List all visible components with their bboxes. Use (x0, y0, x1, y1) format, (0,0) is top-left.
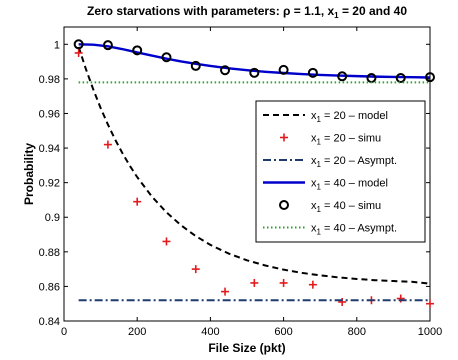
series-line (77, 46, 431, 285)
x-tick-label: 0 (61, 326, 67, 338)
legend-label: x1 = 40 – Asympt. (311, 223, 397, 237)
y-axis-label: Probability (22, 143, 36, 205)
x-tick-label: 600 (274, 326, 292, 338)
y-tick-label: 0.88 (39, 247, 60, 259)
legend-label-main: x (311, 178, 317, 190)
plus-marker (191, 265, 200, 274)
y-tick-label: 0.96 (39, 108, 60, 120)
plus-marker (162, 237, 171, 246)
legend-label-sub: 1 (317, 160, 322, 169)
legend-label-sub: 1 (317, 183, 322, 192)
ticks-layer: 0 200 400 600 800 1000 0.84 0.86 0.88 0.9 0.92 0.94… (39, 27, 442, 338)
circle-marker (220, 65, 231, 76)
circle-marker (337, 71, 348, 82)
legend-item: x1 = 20 – Asympt. (263, 155, 397, 169)
legend-label: x1 = 20 – Asympt. (311, 155, 397, 169)
circle-marker (73, 39, 84, 50)
circle-marker (249, 67, 260, 78)
legend-box (255, 100, 426, 243)
legend-item: x1 = 40 – model (263, 178, 388, 192)
legend-label: x1 = 20 – simu (311, 133, 381, 147)
plus-marker (250, 278, 259, 287)
y-tick-label: 0.98 (39, 74, 60, 86)
circle-marker (307, 67, 318, 78)
plus-marker (308, 280, 317, 289)
y-tick-label: 1 (54, 39, 60, 51)
series-layer (73, 39, 435, 308)
circle-marker (190, 60, 201, 71)
legend-item: x1 = 40 – Asympt. (263, 223, 397, 237)
plus-marker (103, 140, 112, 149)
plus-marker (280, 133, 288, 142)
legend-label: x1 = 20 – model (311, 110, 388, 124)
plus-marker (74, 48, 83, 57)
legend-label-main: x (311, 155, 317, 167)
x-tick-label: 800 (348, 326, 366, 338)
legend-label: x1 = 40 – model (311, 178, 388, 192)
x-tick-label: 400 (201, 326, 219, 338)
legend-label: x1 = 40 – simu (311, 200, 381, 214)
legend-item: x1 = 20 – simu (280, 133, 381, 147)
legend-label-rest: = 20 – simu (321, 133, 381, 145)
y-tick-label: 0.84 (39, 316, 60, 328)
series-0 (77, 46, 431, 285)
legend-label-main: x (311, 200, 317, 212)
legend-label-rest: = 40 – simu (321, 200, 381, 212)
legend-item: x1 = 40 – simu (279, 200, 381, 214)
circle-marker (132, 45, 143, 56)
y-tick-label: 0.86 (39, 281, 60, 293)
plus-marker (426, 299, 434, 308)
legend-label-sub: 1 (317, 205, 322, 214)
x-tick-label: 1000 (418, 326, 442, 338)
circle-marker (278, 64, 289, 75)
legend-label-rest: = 40 – model (321, 178, 388, 190)
circle-marker (395, 73, 406, 84)
x-tick-label: 200 (128, 326, 146, 338)
plus-marker (133, 197, 142, 206)
legend-label-sub: 1 (317, 138, 322, 147)
legend-label-sub: 1 (317, 115, 322, 124)
legend-label-rest: = 20 – Asympt. (321, 155, 397, 167)
circle-marker (161, 52, 172, 63)
legend-label-main: x (311, 110, 317, 122)
series-line (78, 43, 431, 79)
x-axis-label: File Size (pkt) (208, 341, 285, 355)
legend-item: x1 = 20 – model (263, 110, 388, 124)
plus-marker (279, 278, 288, 287)
circle-marker (425, 72, 435, 83)
legend-label-rest: = 40 – Asympt. (321, 223, 397, 235)
y-tick-label: 0.94 (39, 143, 60, 155)
chart-title: Zero starvations with parameters: ρ = 1.… (87, 4, 407, 20)
y-tick-label: 0.9 (45, 212, 60, 224)
legend-label-main: x (311, 223, 317, 235)
circle-marker (102, 40, 113, 51)
series-4 (73, 39, 435, 84)
legend-label-rest: = 20 – model (321, 110, 388, 122)
legend-swatch-circle (279, 200, 289, 210)
legend-label-main: x (311, 133, 317, 145)
series-3 (78, 43, 431, 79)
legend-label-sub: 1 (317, 228, 322, 237)
y-tick-label: 0.92 (39, 178, 60, 190)
plus-marker (221, 287, 230, 296)
